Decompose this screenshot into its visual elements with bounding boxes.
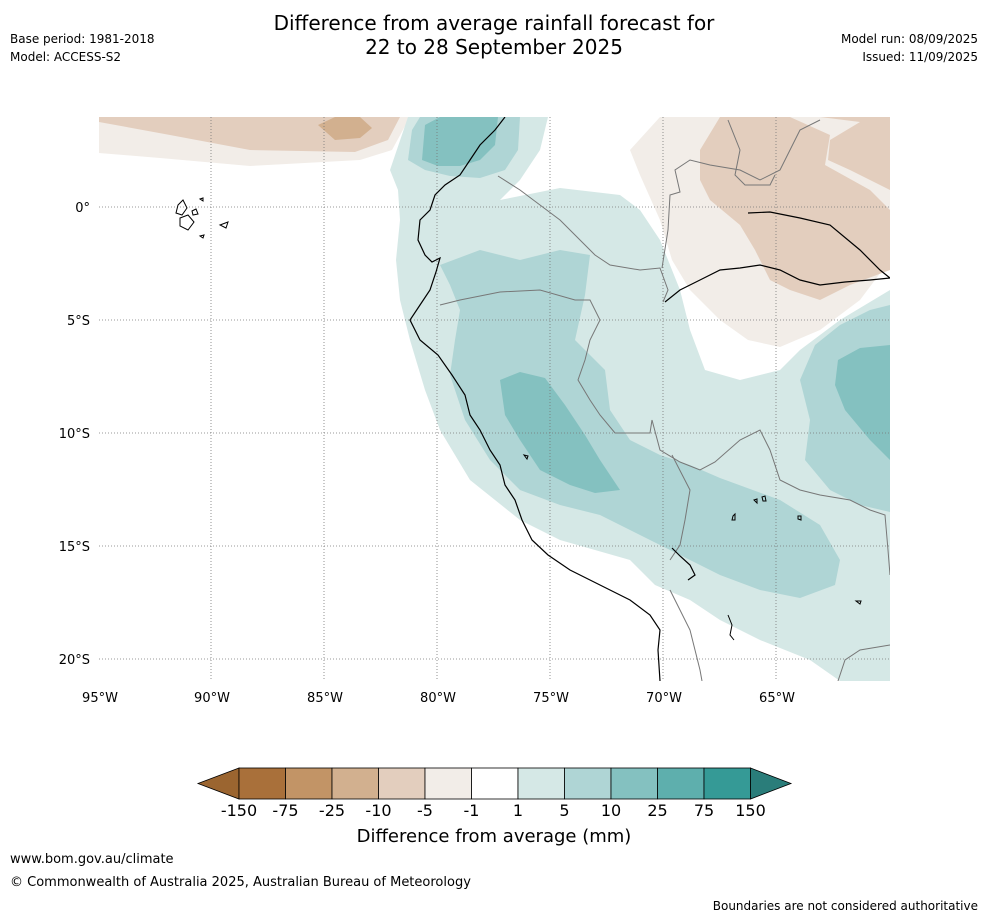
lat-label: 5°S xyxy=(67,314,90,329)
colorbar-segment xyxy=(471,767,519,800)
colorbar-segment xyxy=(238,767,286,800)
colorbar-tick-label: 75 xyxy=(694,801,714,820)
lon-label: 65°W xyxy=(759,691,795,706)
map-title: Difference from average rainfall forecas… xyxy=(0,11,988,59)
header-meta-left: Base period: 1981-2018 Model: ACCESS-S2 xyxy=(10,30,155,66)
colorbar-segment xyxy=(517,767,565,800)
wet-area-central-core xyxy=(500,372,620,493)
lon-label: 75°W xyxy=(533,691,569,706)
colorbar-tick-label: 150 xyxy=(735,801,766,820)
colorbar-tick-label: -150 xyxy=(221,801,257,820)
dry-spot-north xyxy=(318,117,372,140)
colorbar xyxy=(196,767,793,800)
colorbar-extend-high xyxy=(750,767,793,800)
colorbar-tick-labels: -150 -75 -25 -10 -5 -1 1 5 10 25 75 150 xyxy=(221,801,766,820)
lon-label: 85°W xyxy=(307,691,343,706)
lon-label: 95°W xyxy=(82,691,118,706)
wet-area-north-core xyxy=(422,117,498,166)
lon-label: 80°W xyxy=(420,691,456,706)
lat-axis-labels: 0° 5°S 10°S 15°S 20°S xyxy=(59,201,90,668)
colorbar-tick-label: -10 xyxy=(365,801,391,820)
colorbar-segment xyxy=(424,767,472,800)
colorbar-title: Difference from average (mm) xyxy=(356,826,632,847)
lon-axis-labels: 95°W 90°W 85°W 80°W 75°W 70°W 65°W xyxy=(82,691,795,706)
lon-label: 90°W xyxy=(194,691,230,706)
galapagos-islands xyxy=(175,197,229,239)
base-period-text: Base period: 1981-2018 xyxy=(10,32,155,46)
coastline xyxy=(409,117,890,681)
colorbar-tick-label: 1 xyxy=(513,801,523,820)
colorbar-tick-label: 25 xyxy=(647,801,667,820)
lat-label: 20°S xyxy=(59,653,90,668)
header-meta-right: Model run: 08/09/2025 Issued: 11/09/2025 xyxy=(841,30,978,66)
footer-copyright: © Commonwealth of Australia 2025, Austra… xyxy=(10,875,471,890)
colorbar-tick-label: 10 xyxy=(601,801,621,820)
wet-area-central xyxy=(440,250,840,598)
map-fill-layer xyxy=(99,117,890,681)
footer-url[interactable]: www.bom.gov.au/climate xyxy=(10,852,174,867)
model-run-text: Model run: 08/09/2025 xyxy=(840,32,978,46)
colorbar-segment xyxy=(564,767,612,800)
footer-note: Boundaries are not considered authoritat… xyxy=(712,899,978,913)
title-line-2: 22 to 28 September 2025 xyxy=(365,35,623,59)
lakes xyxy=(522,454,862,641)
lat-label: 15°S xyxy=(59,540,90,555)
colorbar-tick-label: -1 xyxy=(464,801,480,820)
colorbar-tick-label: -5 xyxy=(417,801,433,820)
lat-label: 0° xyxy=(75,201,90,216)
colorbar-segment xyxy=(285,767,333,800)
colorbar-segment xyxy=(703,767,751,800)
lon-label: 70°W xyxy=(646,691,682,706)
title-line-1: Difference from average rainfall forecas… xyxy=(273,11,715,35)
dry-area-east-inner xyxy=(700,117,890,300)
lat-label: 10°S xyxy=(59,427,90,442)
model-text: Model: ACCESS-S2 xyxy=(10,50,122,64)
colorbar-segment xyxy=(378,767,426,800)
issued-text: Issued: 11/09/2025 xyxy=(862,50,978,64)
wet-area-east-core xyxy=(835,345,890,460)
colorbar-tick-label: 5 xyxy=(559,801,569,820)
colorbar-segment xyxy=(657,767,705,800)
graticule xyxy=(99,117,890,681)
colorbar-segment xyxy=(610,767,658,800)
colorbar-extend-low xyxy=(196,767,240,800)
country-borders xyxy=(439,119,890,681)
colorbar-tick-label: -75 xyxy=(272,801,298,820)
colorbar-segment xyxy=(331,767,379,800)
colorbar-tick-label: -25 xyxy=(319,801,345,820)
